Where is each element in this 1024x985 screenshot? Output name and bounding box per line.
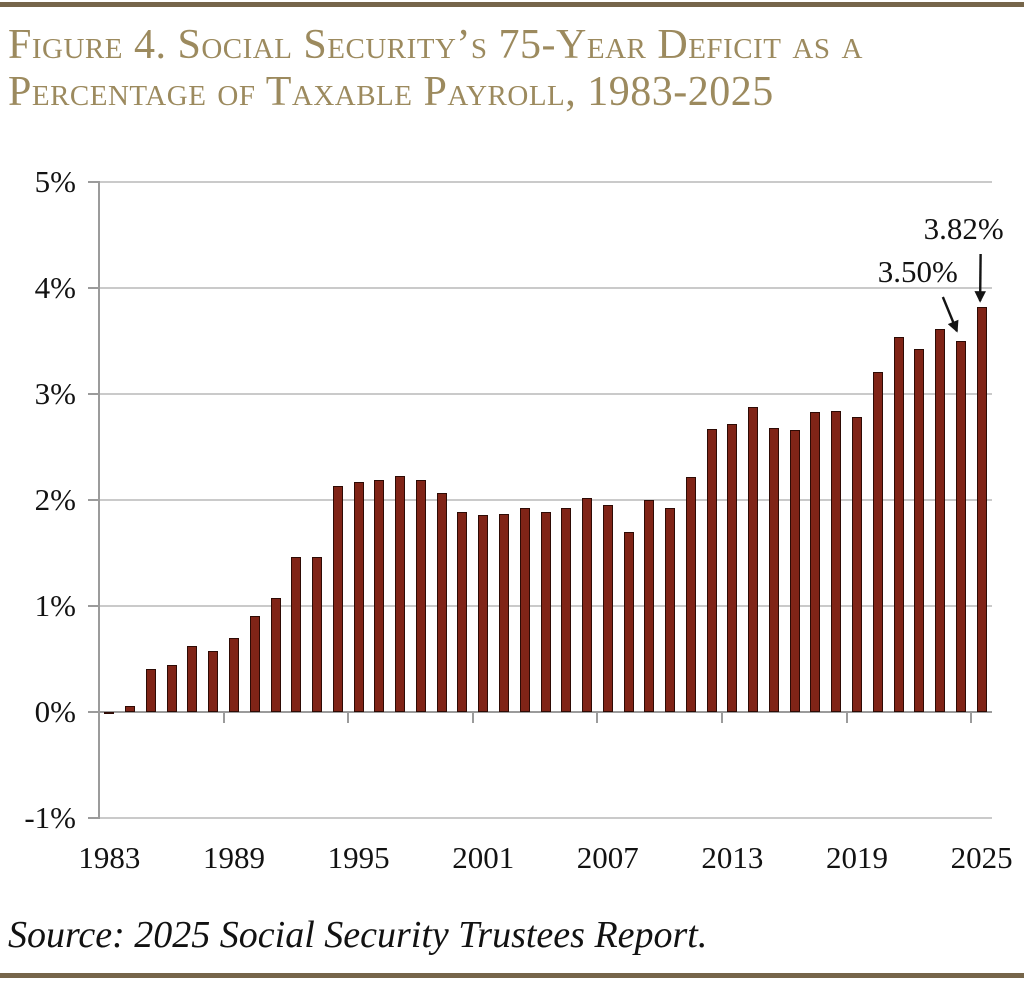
y-axis-tick-0% (88, 711, 99, 713)
bar-2004 (540, 511, 551, 712)
bar-2017 (810, 412, 821, 712)
x-axis-tick-4 (596, 712, 599, 723)
x-axis-label-1995: 1995 (327, 840, 390, 875)
bar-1994 (332, 486, 343, 712)
y-axis-label-1%: 1% (34, 588, 76, 623)
x-axis-tick-2 (347, 712, 350, 723)
y-axis-label-4%: 4% (34, 270, 76, 305)
annotation-label-2025: 3.82% (923, 211, 1004, 246)
bar-2002 (498, 513, 509, 712)
bar-1986 (166, 665, 177, 712)
x-axis-label-2019: 2019 (826, 840, 888, 875)
x-axis-label-1983: 1983 (78, 840, 141, 875)
gridline--1% (99, 817, 992, 819)
bar-1993 (312, 557, 323, 712)
bar-2006 (582, 497, 593, 712)
x-axis-label-2007: 2007 (576, 840, 639, 875)
bar-2010 (665, 508, 676, 712)
bar-2020 (872, 371, 883, 712)
bar-1983 (104, 712, 115, 715)
y-axis-tick-2% (88, 499, 99, 501)
bar-1997 (395, 475, 406, 712)
bar-1991 (270, 597, 281, 712)
y-axis-tick--1% (88, 817, 99, 819)
bar-1995 (353, 481, 364, 712)
x-axis-tick-5 (721, 712, 724, 723)
figure-title-line-1: Figure 4. Social Security’s 75-Year Defi… (8, 22, 863, 68)
bar-1998 (415, 479, 426, 712)
figure-title: Figure 4. Social Security’s 75-Year Defi… (8, 22, 1008, 116)
y-axis-tick-1% (88, 605, 99, 607)
bar-2013 (727, 423, 738, 712)
x-axis-label-2001: 2001 (452, 840, 515, 875)
bar-2025 (976, 307, 987, 712)
x-axis-tick-7 (970, 712, 973, 723)
bar-2021 (893, 336, 904, 712)
x-axis-tick-1 (222, 712, 225, 723)
top-border-rule (0, 2, 1024, 7)
bar-2012 (706, 428, 717, 712)
bar-1999 (436, 492, 447, 712)
x-axis-label-2025: 2025 (950, 840, 1013, 875)
annotation-label-2024: 3.50% (877, 254, 958, 289)
bar-2019 (852, 417, 862, 712)
bar-2024 (955, 341, 966, 712)
arrow-to-2024-bar (941, 296, 959, 333)
bar-1987 (187, 646, 198, 712)
x-axis-tick-3 (471, 712, 474, 723)
y-axis-tick-4% (88, 287, 99, 289)
y-axis-tick-5% (88, 181, 99, 183)
x-axis-tick-6 (845, 712, 848, 723)
gridline-4% (99, 287, 992, 289)
bar-2018 (831, 410, 842, 712)
gridline-2% (99, 499, 992, 501)
bar-2005 (561, 508, 572, 712)
bar-2000 (457, 511, 468, 712)
bar-1984 (125, 705, 136, 712)
bar-1989 (228, 637, 239, 712)
bar-2001 (478, 514, 489, 712)
bar-2007 (602, 505, 613, 712)
y-axis-tick-3% (88, 393, 99, 395)
bar-2003 (519, 508, 530, 712)
bar-1990 (249, 615, 260, 712)
y-axis-label-3%: 3% (34, 376, 76, 411)
bar-2011 (685, 476, 696, 712)
x-axis-tick-0 (98, 712, 100, 723)
bar-2016 (789, 430, 800, 712)
bar-2023 (935, 329, 946, 712)
bar-1996 (374, 479, 385, 712)
y-axis-label-0%: 0% (34, 694, 76, 729)
bar-2022 (914, 349, 925, 712)
arrow-to-2025-bar (974, 253, 986, 303)
bottom-border-rule (0, 973, 1024, 978)
gridline-5% (99, 181, 992, 183)
bar-2009 (644, 500, 655, 712)
gridline-3% (99, 393, 992, 395)
bar-2014 (748, 406, 759, 712)
bar-1985 (145, 668, 156, 712)
bar-2015 (768, 427, 779, 712)
bar-2008 (623, 531, 634, 712)
y-axis-label-5%: 5% (34, 164, 76, 199)
x-axis-label-1989: 1989 (202, 840, 265, 875)
source-note: Source: 2025 Social Security Trustees Re… (8, 914, 708, 956)
bar-1988 (208, 650, 219, 712)
y-axis-label--1%: -1% (24, 800, 76, 835)
bar-1992 (291, 557, 302, 712)
figure-title-line-2: Percentage of Taxable Payroll, 1983-2025 (8, 69, 774, 115)
y-axis-label-2%: 2% (34, 482, 76, 517)
gridline-0% (99, 711, 992, 713)
y-axis-line (98, 181, 100, 819)
x-axis-label-2013: 2013 (701, 840, 764, 875)
